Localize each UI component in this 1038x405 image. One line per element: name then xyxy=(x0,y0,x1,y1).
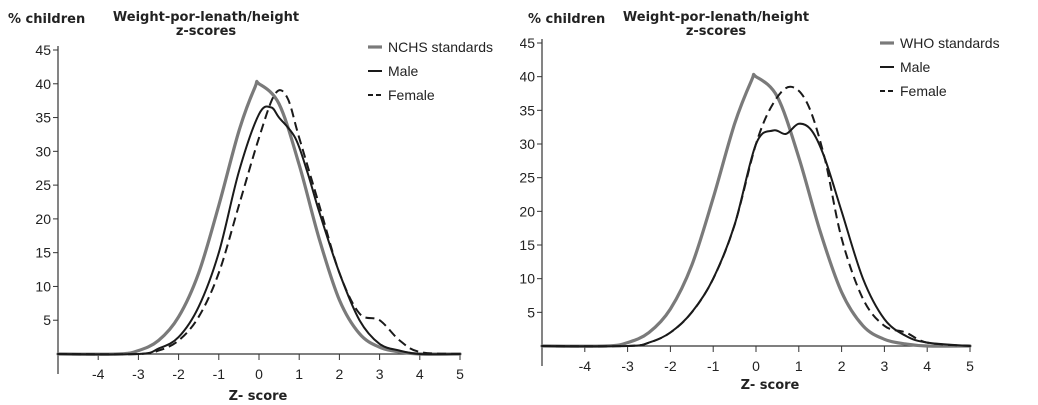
series-line-2 xyxy=(541,122,971,348)
y-tick-label: 45 xyxy=(35,42,51,58)
y-axis-label: % children xyxy=(8,12,85,27)
legend-label-2: Male xyxy=(900,59,931,75)
x-tick-label: -1 xyxy=(213,366,226,382)
series-line-1 xyxy=(540,72,972,348)
x-tick-label: -3 xyxy=(132,366,145,382)
left-chart: % children Weight-por-lenath/height z-sc… xyxy=(8,10,493,404)
chart-subtitle: z-scores xyxy=(686,24,747,39)
y-tick-label: 20 xyxy=(520,203,535,219)
legend-label-1: WHO standards xyxy=(900,35,1000,51)
chart-title: Weight-por-lenath/height xyxy=(113,10,299,25)
x-tick-label: 4 xyxy=(416,366,424,382)
x-tick-label: -3 xyxy=(621,358,634,374)
y-tick-label: 20 xyxy=(35,211,51,227)
x-tick-label: -4 xyxy=(92,366,105,382)
y-tick-label: 40 xyxy=(35,76,51,92)
y-tick-label: 30 xyxy=(520,136,535,152)
y-tick-label: 25 xyxy=(35,177,51,193)
x-tick-label: 1 xyxy=(795,358,803,374)
y-tick-label: 45 xyxy=(520,35,535,51)
y-tick-label: 10 xyxy=(520,271,535,287)
right-chart: % children Weight-por-lenath/height z-sc… xyxy=(520,10,1000,393)
y-tick-label: 40 xyxy=(520,69,535,85)
y-tick-label: 10 xyxy=(35,278,51,294)
series-line-2 xyxy=(57,105,461,356)
x-tick-label: 3 xyxy=(376,366,384,382)
x-tick-label: -1 xyxy=(707,358,720,374)
y-axis-label: % children xyxy=(528,12,605,27)
x-tick-label: -4 xyxy=(579,358,592,374)
series-line-3 xyxy=(57,89,461,356)
x-tick-label: -2 xyxy=(172,366,185,382)
y-tick-label: 30 xyxy=(35,143,51,159)
y-tick-label: 35 xyxy=(520,102,535,118)
y-tick-label: 5 xyxy=(527,304,535,320)
y-tick-label: 35 xyxy=(35,110,51,126)
y-tick-label: 25 xyxy=(520,170,535,186)
x-tick-label: -2 xyxy=(664,358,677,374)
x-tick-label: 2 xyxy=(336,366,344,382)
chart-title: Weight-por-lenath/height xyxy=(623,10,809,25)
x-tick-label: 1 xyxy=(295,366,303,382)
right-chart-panel: % children Weight-por-lenath/height z-sc… xyxy=(520,0,1038,405)
series-line-3 xyxy=(541,85,971,348)
left-chart-panel: % children Weight-por-lenath/height z-sc… xyxy=(8,10,493,404)
y-tick-label: 5 xyxy=(43,312,51,328)
x-tick-label: 0 xyxy=(255,366,263,382)
x-tick-label: 5 xyxy=(966,358,974,374)
x-axis-label: Z- score xyxy=(229,389,288,404)
y-tick-label: 15 xyxy=(520,237,535,253)
x-tick-label: 2 xyxy=(838,358,846,374)
x-tick-label: 0 xyxy=(752,358,760,374)
legend-label-3: Female xyxy=(388,87,435,103)
chart-subtitle: z-scores xyxy=(176,24,237,39)
legend-label-2: Male xyxy=(388,63,419,79)
legend: NCHS standards Male Female xyxy=(368,39,493,103)
x-tick-label: 4 xyxy=(923,358,931,374)
x-axis-label: Z- score xyxy=(741,378,800,393)
series-line-1 xyxy=(56,79,462,356)
legend: WHO standards Male Female xyxy=(880,35,1000,99)
x-tick-label: 5 xyxy=(456,366,464,382)
legend-label-1: NCHS standards xyxy=(388,39,493,55)
x-tick-label: 3 xyxy=(881,358,889,374)
y-tick-label: 15 xyxy=(35,245,51,261)
legend-label-3: Female xyxy=(900,83,947,99)
